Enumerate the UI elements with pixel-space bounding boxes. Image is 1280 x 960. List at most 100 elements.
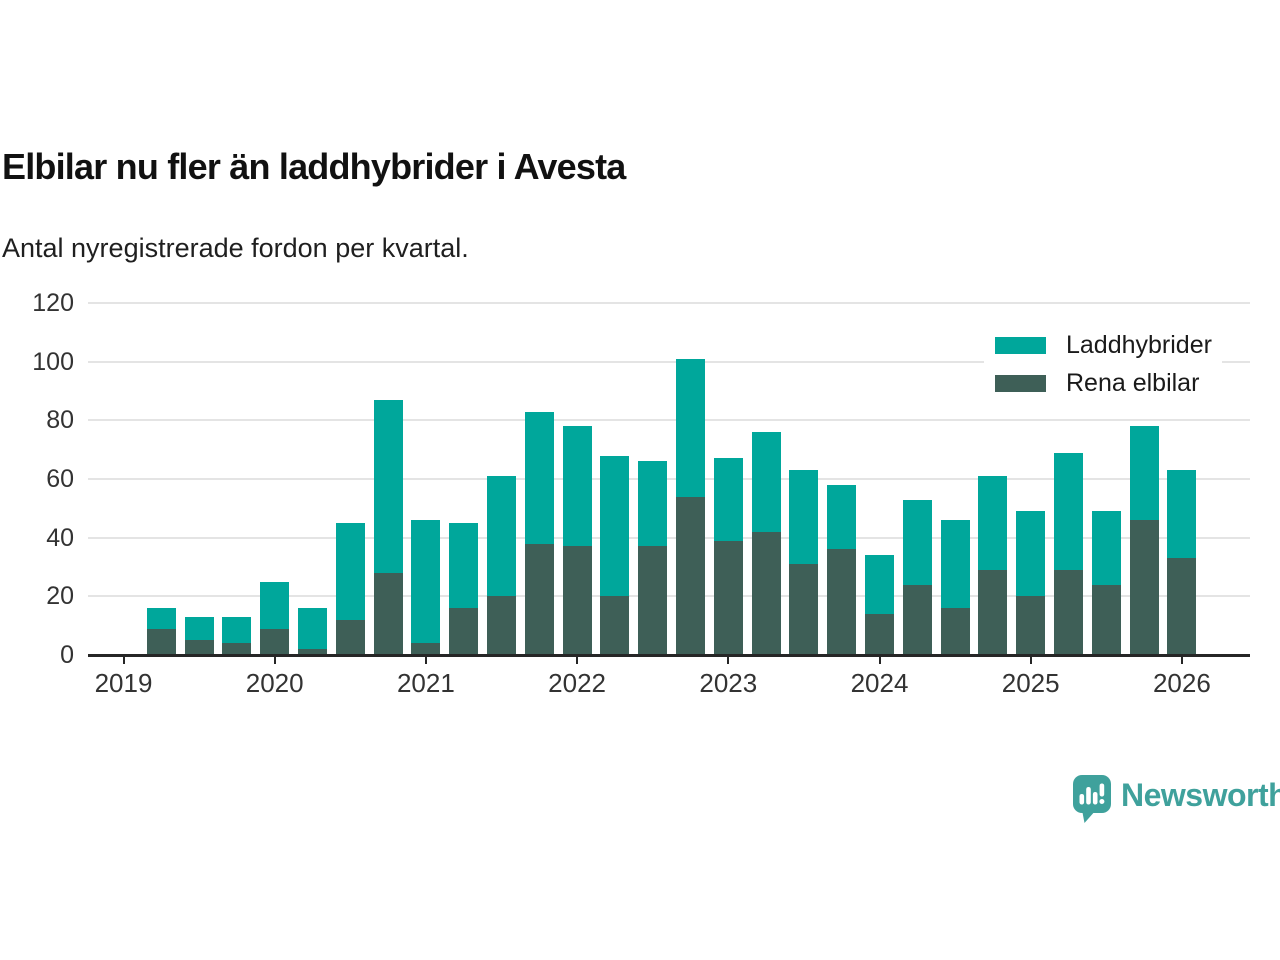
bar-2020-q3-rena-elbilar <box>335 619 365 655</box>
x-axis-tick-2024 <box>878 655 881 664</box>
bar-2021-q1-laddhybrider <box>411 520 441 644</box>
bar-2022-q3-laddhybrider <box>638 461 668 547</box>
bar-2021-q1-rena-elbilar <box>411 643 441 655</box>
legend-swatch-rena-elbilar <box>995 374 1046 392</box>
x-axis-line <box>88 653 1250 657</box>
bar-2022-q4-laddhybrider <box>676 358 705 497</box>
x-axis-tick-label: 2021 <box>396 668 455 698</box>
x-axis-tick-2025 <box>1029 655 1032 664</box>
bar-2024-q2-rena-elbilar <box>902 584 932 655</box>
bar-2020-q1-rena-elbilar <box>260 628 290 655</box>
legend-item-rena-elbilar: Rena elbilar <box>995 364 1212 402</box>
bar-2019-q4-laddhybrider <box>222 616 252 644</box>
bar-2022-q1-laddhybrider <box>562 426 592 547</box>
bar-2025-q1-rena-elbilar <box>1016 596 1046 655</box>
y-axis-tick-label: 120 <box>32 289 74 317</box>
gridline-y60 <box>88 478 1250 480</box>
bar-2022-q3-rena-elbilar <box>638 546 668 655</box>
bar-2023-q4-laddhybrider <box>827 484 857 550</box>
bar-2024-q3-laddhybrider <box>940 520 970 609</box>
legend-swatch-laddhybrider <box>995 336 1046 354</box>
x-axis-tick-2019 <box>122 655 125 664</box>
x-axis-tick-2026 <box>1180 655 1183 664</box>
bar-2021-q4-laddhybrider <box>524 411 554 544</box>
bar-2019-q2-rena-elbilar <box>146 628 176 655</box>
gridline-y20 <box>88 595 1250 598</box>
bar-2020-q2-laddhybrider <box>298 608 327 650</box>
bar-2021-q2-rena-elbilar <box>449 608 479 655</box>
bar-2025-q1-laddhybrider <box>1016 511 1046 597</box>
bar-2023-q3-laddhybrider <box>789 470 819 565</box>
bar-2020-q4-laddhybrider <box>373 399 403 573</box>
bar-2022-q2-rena-elbilar <box>600 596 630 655</box>
y-axis-tick-label: 0 <box>60 641 74 669</box>
x-axis-tick-label: 2022 <box>548 668 607 698</box>
bar-2024-q4-laddhybrider <box>978 476 1008 570</box>
bar-2025-q2-laddhybrider <box>1054 452 1083 570</box>
bar-2026-q1-laddhybrider <box>1167 470 1197 559</box>
bar-2026-q1-rena-elbilar <box>1167 558 1197 655</box>
x-axis-tick-label: 2024 <box>850 668 909 698</box>
gridline-y40 <box>88 536 1250 539</box>
bar-2019-q4-rena-elbilar <box>222 643 252 655</box>
y-axis-tick-label: 20 <box>46 582 74 611</box>
bar-2022-q2-laddhybrider <box>600 455 630 597</box>
bar-2021-q3-laddhybrider <box>487 476 516 597</box>
bar-2023-q1-rena-elbilar <box>713 540 743 655</box>
x-axis-tick-label: 2020 <box>245 668 304 698</box>
gridline-y100 <box>88 360 1250 363</box>
bar-2025-q3-rena-elbilar <box>1091 584 1121 655</box>
bar-2021-q2-laddhybrider <box>449 523 479 609</box>
bar-2021-q4-rena-elbilar <box>524 543 554 655</box>
x-axis-tick-2020 <box>273 655 276 664</box>
x-axis-tick-label: 2019 <box>94 668 153 698</box>
bar-2024-q2-laddhybrider <box>902 499 932 585</box>
legend-label-rena-elbilar: Rena elbilar <box>1066 368 1200 397</box>
bar-2025-q4-rena-elbilar <box>1129 520 1159 655</box>
bar-2023-q2-rena-elbilar <box>751 531 781 655</box>
brand-footer: Newsworthy <box>1072 774 1280 824</box>
bar-2024-q4-rena-elbilar <box>978 569 1008 655</box>
x-axis-tick-label: 2023 <box>699 668 758 698</box>
bar-2019-q3-laddhybrider <box>184 616 214 641</box>
bar-2024-q1-laddhybrider <box>865 555 894 614</box>
newsworthy-logo-icon <box>1073 775 1111 823</box>
x-axis-tick-label: 2025 <box>1001 668 1060 698</box>
y-axis-tick-label: 40 <box>46 523 74 552</box>
bar-2022-q1-rena-elbilar <box>562 546 592 655</box>
bar-2023-q3-rena-elbilar <box>789 564 819 655</box>
bar-2019-q3-rena-elbilar <box>184 640 214 655</box>
page-title: Elbilar nu fler än laddhybrider i Avesta <box>2 146 626 187</box>
bar-2024-q3-rena-elbilar <box>940 608 970 655</box>
chart-subtitle: Antal nyregistrerade fordon per kvartal. <box>2 233 469 263</box>
x-axis-tick-label: 2026 <box>1152 668 1211 698</box>
bar-2019-q2-laddhybrider <box>146 608 176 629</box>
bar-2025-q3-laddhybrider <box>1091 511 1121 585</box>
y-axis-tick-label: 100 <box>32 347 74 376</box>
bar-2020-q3-laddhybrider <box>335 523 365 620</box>
y-axis-tick-label: 80 <box>46 406 74 435</box>
bar-2024-q1-rena-elbilar <box>865 613 894 655</box>
legend-label-laddhybrider: Laddhybrider <box>1066 330 1212 359</box>
brand-name: Newsworthy <box>1121 777 1280 813</box>
bar-2025-q4-laddhybrider <box>1129 426 1159 521</box>
x-axis-tick-2021 <box>424 655 427 664</box>
gridline-y80 <box>88 419 1250 422</box>
bar-2022-q4-rena-elbilar <box>676 496 705 655</box>
gridline-y120 <box>88 302 1250 304</box>
x-axis-tick-2022 <box>576 655 579 664</box>
x-axis-tick-2023 <box>727 655 730 664</box>
bar-2023-q2-laddhybrider <box>751 432 781 532</box>
bar-2020-q1-laddhybrider <box>260 581 290 629</box>
legend-item-laddhybrider: Laddhybrider <box>995 326 1212 364</box>
bar-2021-q3-rena-elbilar <box>487 596 516 655</box>
bar-2020-q2-rena-elbilar <box>298 649 327 655</box>
y-axis-tick-label: 60 <box>46 465 74 493</box>
bar-2025-q2-rena-elbilar <box>1054 569 1083 655</box>
bar-2023-q4-rena-elbilar <box>827 549 857 655</box>
bar-2020-q4-rena-elbilar <box>373 572 403 655</box>
bar-2023-q1-laddhybrider <box>713 458 743 541</box>
legend: Laddhybrider Rena elbilar <box>984 322 1222 408</box>
